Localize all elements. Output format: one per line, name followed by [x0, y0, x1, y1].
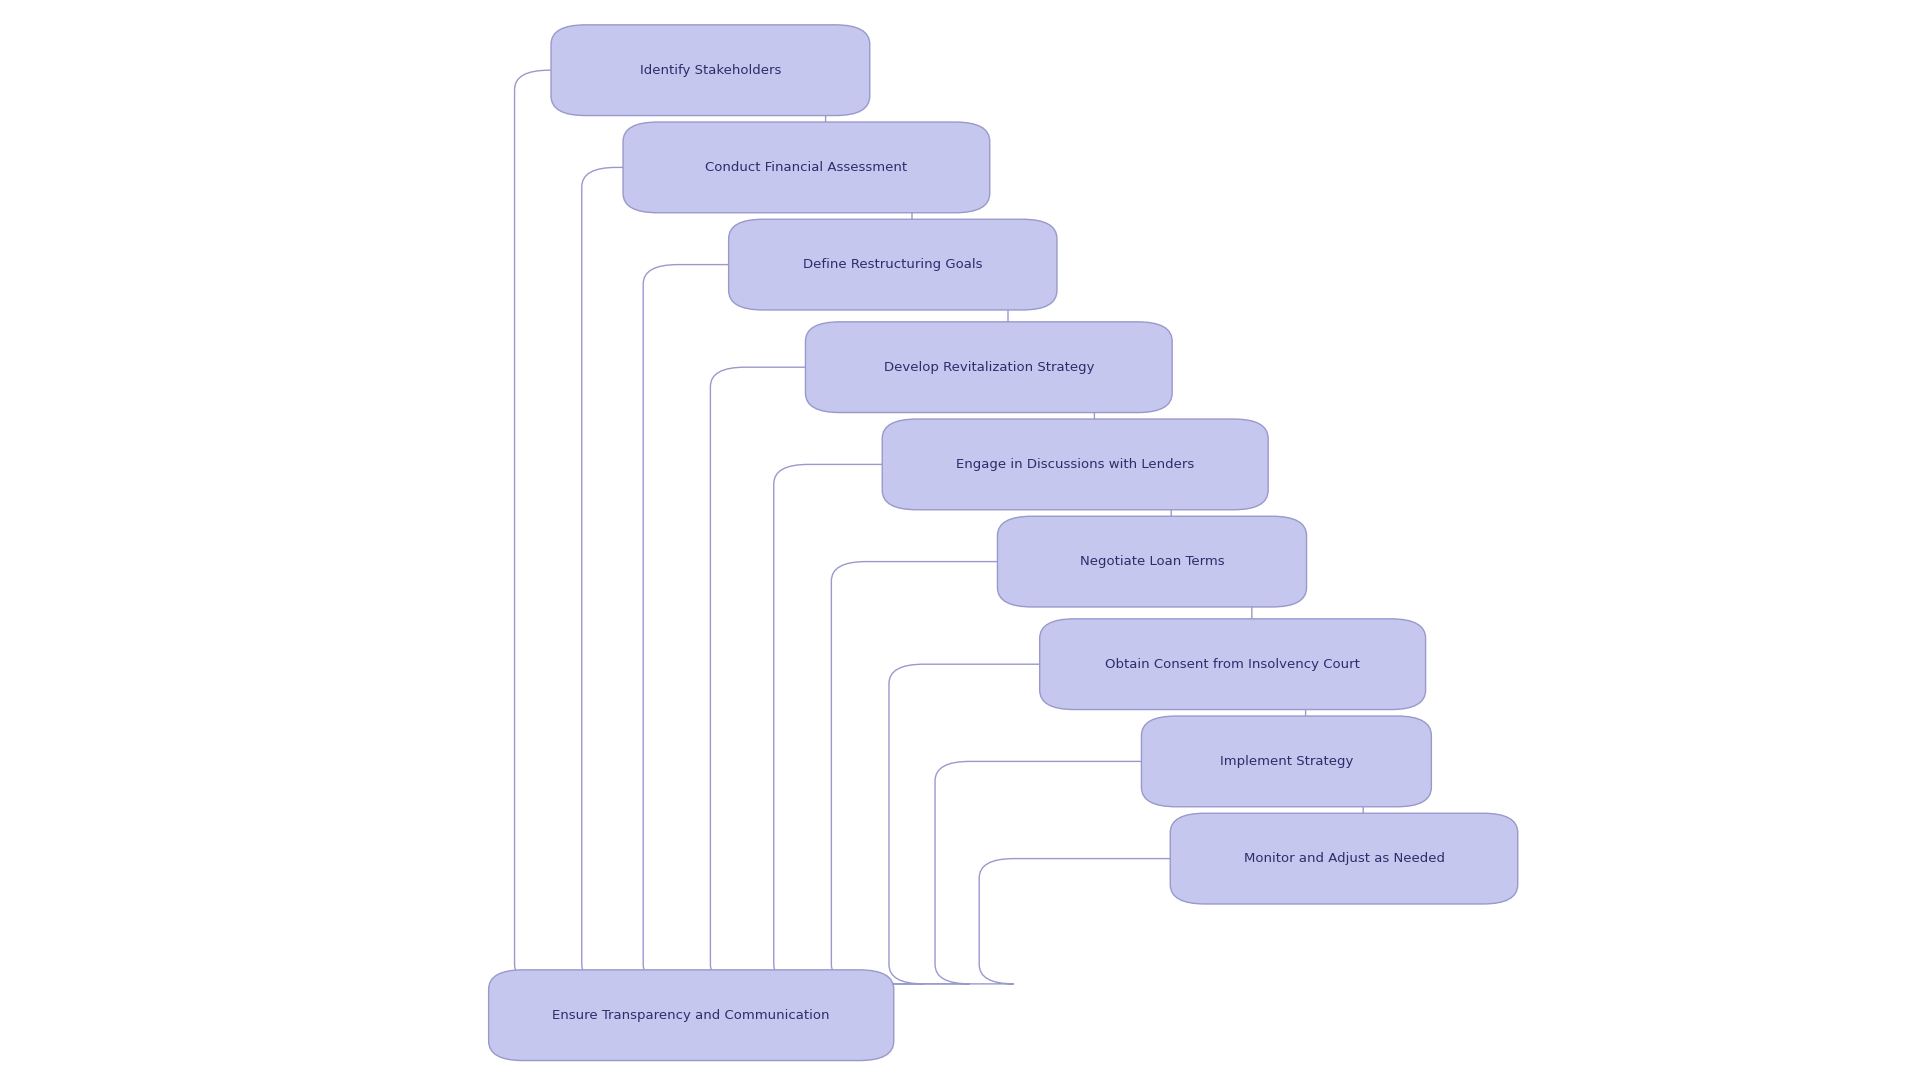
FancyBboxPatch shape — [622, 122, 991, 213]
Text: Monitor and Adjust as Needed: Monitor and Adjust as Needed — [1244, 852, 1444, 865]
FancyBboxPatch shape — [551, 25, 870, 116]
FancyBboxPatch shape — [730, 219, 1056, 310]
FancyBboxPatch shape — [883, 419, 1269, 510]
Text: Obtain Consent from Insolvency Court: Obtain Consent from Insolvency Court — [1106, 658, 1359, 671]
Text: Ensure Transparency and Communication: Ensure Transparency and Communication — [553, 1009, 829, 1022]
FancyBboxPatch shape — [1041, 619, 1425, 710]
Text: Identify Stakeholders: Identify Stakeholders — [639, 64, 781, 77]
Text: Define Restructuring Goals: Define Restructuring Goals — [803, 258, 983, 271]
Text: Develop Revitalization Strategy: Develop Revitalization Strategy — [883, 361, 1094, 374]
Text: Engage in Discussions with Lenders: Engage in Discussions with Lenders — [956, 458, 1194, 471]
FancyBboxPatch shape — [488, 970, 893, 1061]
FancyBboxPatch shape — [806, 322, 1171, 413]
FancyBboxPatch shape — [1169, 813, 1517, 904]
Text: Implement Strategy: Implement Strategy — [1219, 755, 1354, 768]
FancyBboxPatch shape — [998, 516, 1306, 607]
FancyBboxPatch shape — [1140, 716, 1432, 807]
Text: Negotiate Loan Terms: Negotiate Loan Terms — [1079, 555, 1225, 568]
Text: Conduct Financial Assessment: Conduct Financial Assessment — [705, 161, 908, 174]
